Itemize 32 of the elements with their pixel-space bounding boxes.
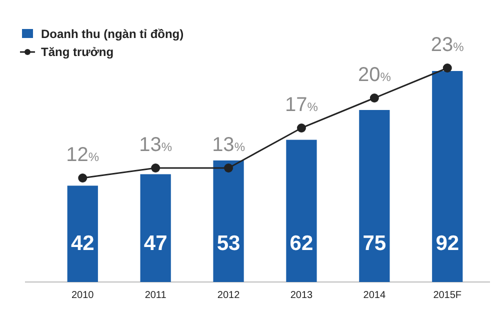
data-label: 53	[216, 232, 240, 255]
data-label: 13%	[139, 134, 172, 156]
x-tick-label: 2010	[72, 290, 94, 301]
x-tick-label: 2013	[290, 290, 314, 301]
point	[370, 94, 379, 102]
x-tick-label: 2015F	[433, 290, 462, 301]
point	[224, 164, 234, 172]
point	[442, 64, 452, 72]
bar	[67, 186, 98, 282]
data-label: 42	[70, 232, 94, 255]
data-label: 12%	[66, 144, 100, 166]
data-label: 75	[362, 232, 386, 255]
data-label: 23%	[430, 34, 464, 56]
x-tick-label: 2011	[144, 290, 167, 301]
data-label: 62	[290, 232, 314, 255]
legend-label: Tăng trưởng	[41, 45, 114, 59]
x-tick-label: 2012	[217, 290, 240, 301]
bar	[359, 110, 390, 282]
data-label: 17%	[285, 94, 318, 116]
data-label: 47	[144, 232, 168, 255]
bar	[213, 160, 244, 282]
point	[151, 164, 160, 172]
bar	[140, 174, 171, 282]
data-label: 20%	[358, 64, 392, 86]
point	[78, 174, 88, 182]
data-label: 13%	[212, 134, 246, 156]
data-label: 92	[436, 232, 460, 255]
bar	[286, 140, 317, 282]
point	[296, 124, 306, 132]
legend-label: Doanh thu (ngàn tỉ đồng)	[41, 27, 184, 41]
x-tick-label: 2014	[363, 290, 386, 301]
bar	[432, 71, 463, 282]
